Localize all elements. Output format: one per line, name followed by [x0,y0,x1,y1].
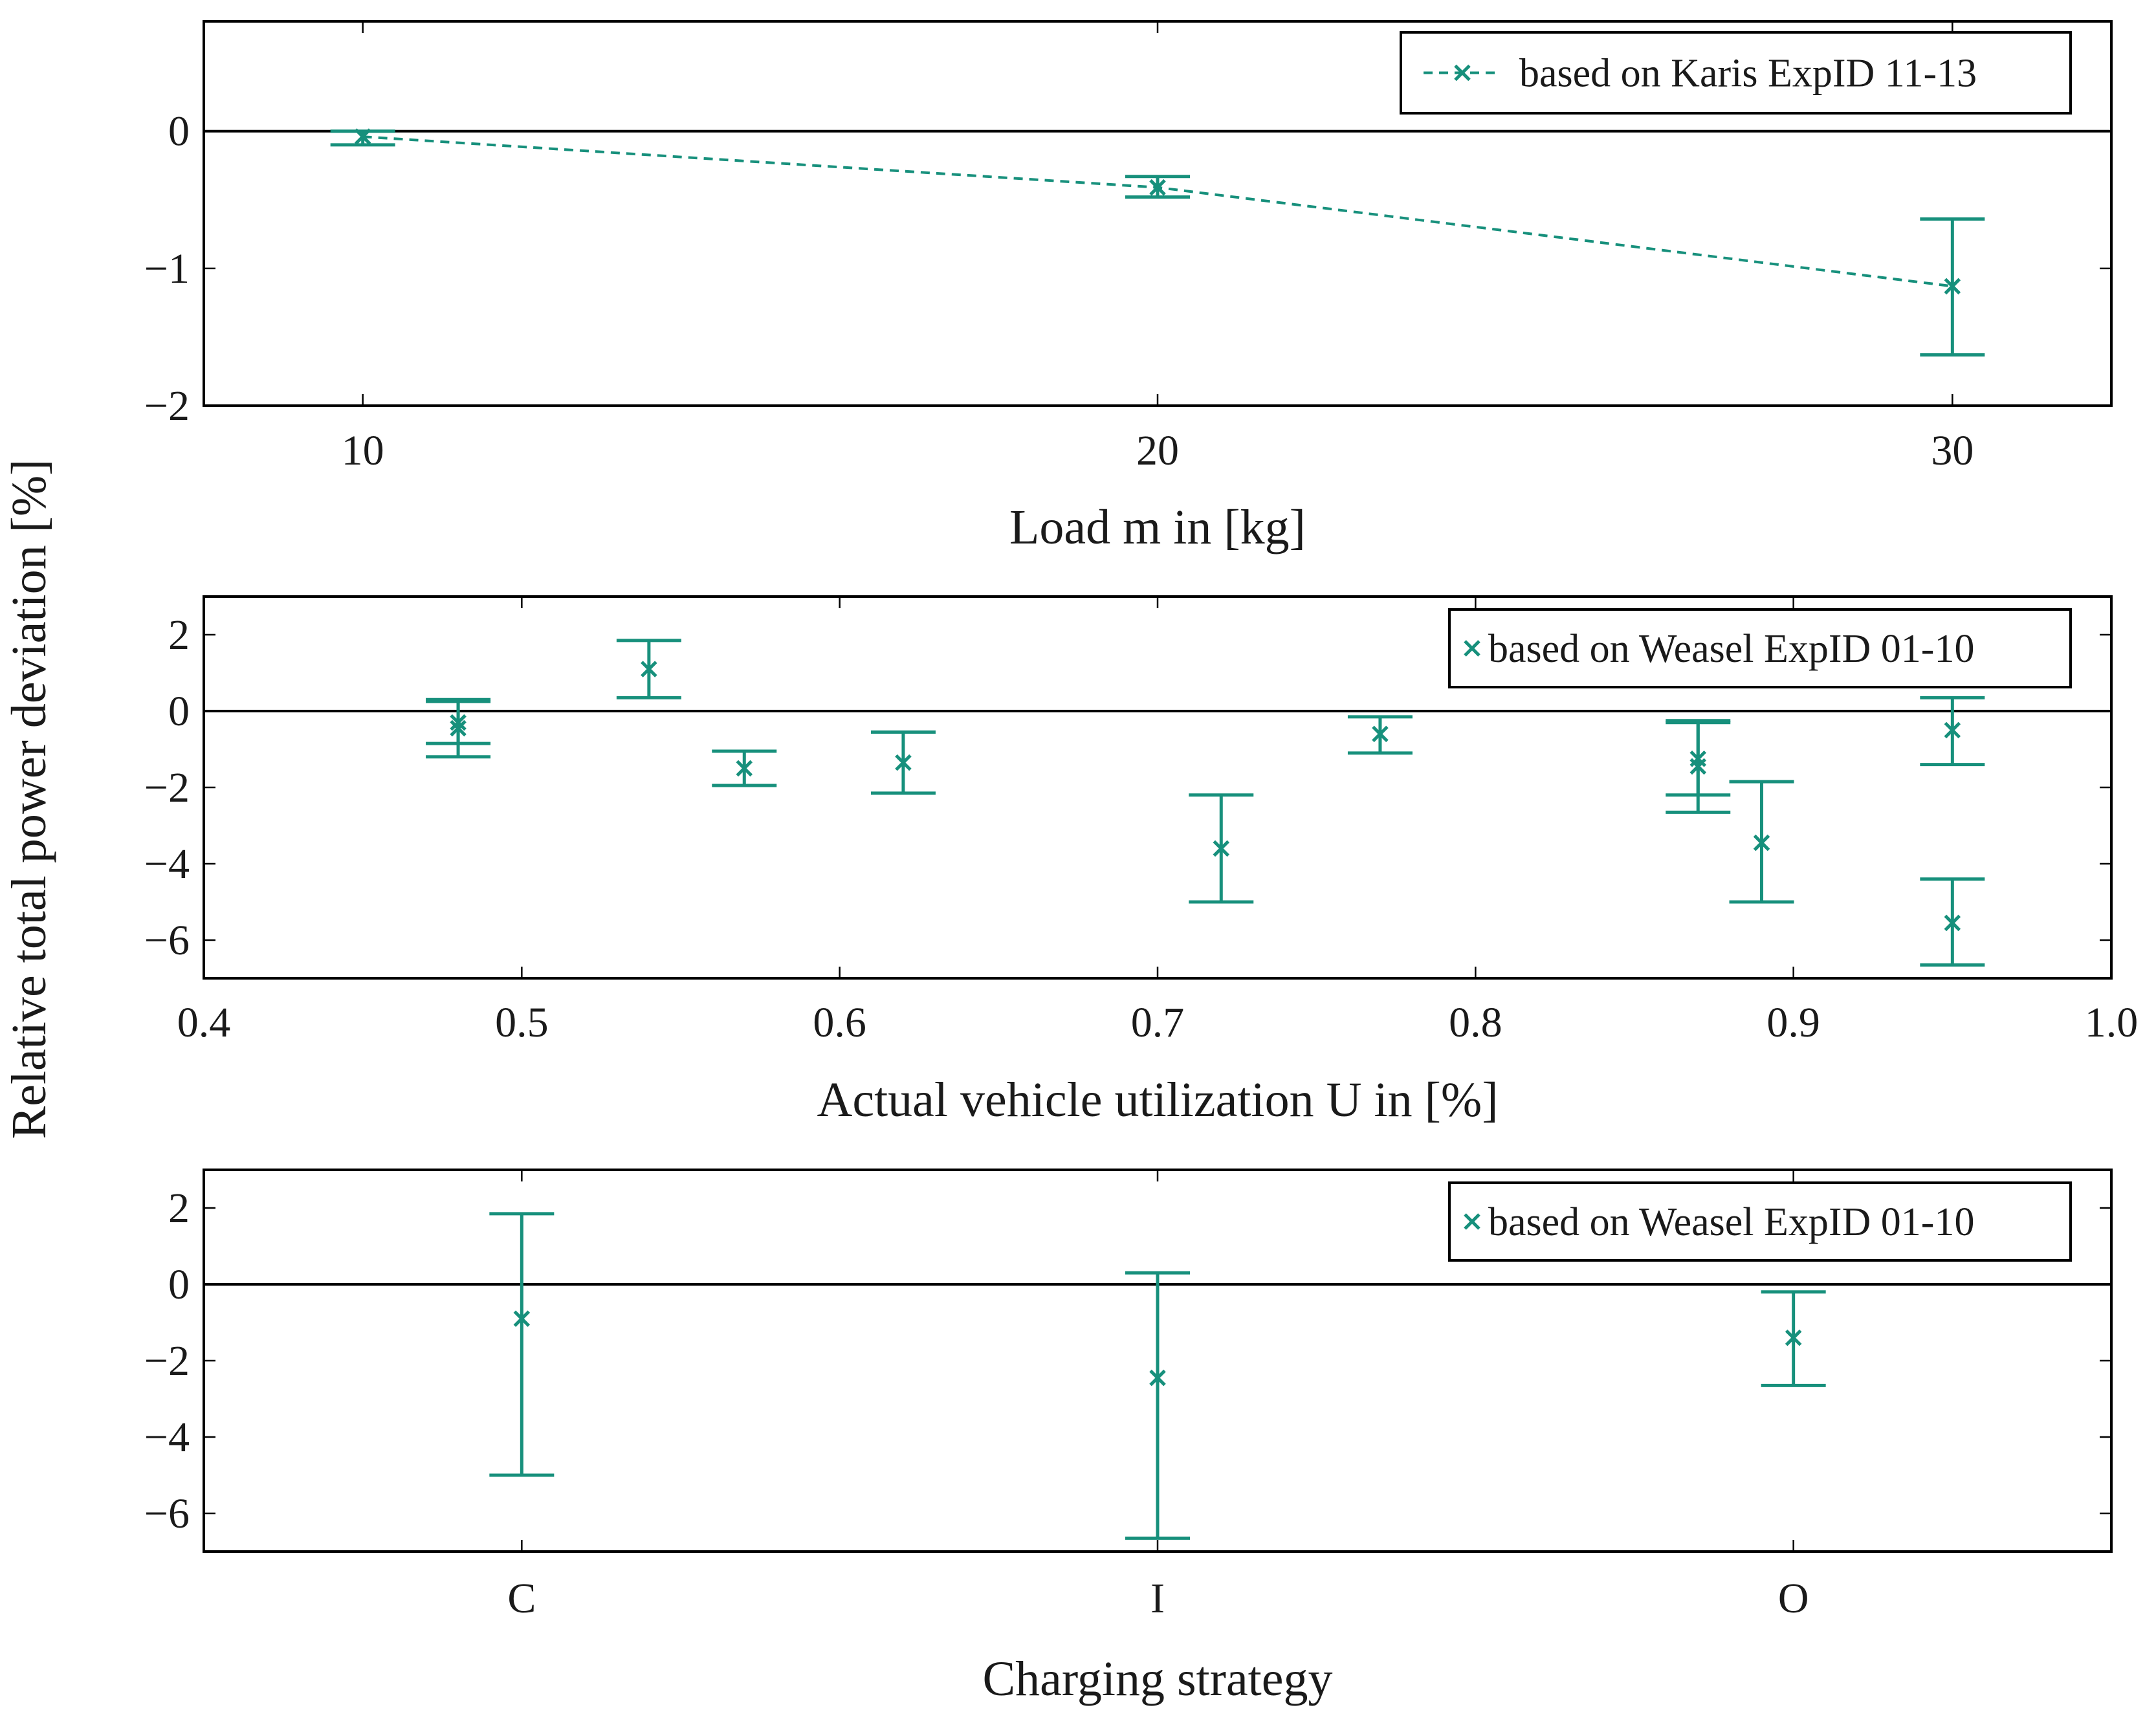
x-tick-label: 0.6 [813,999,866,1046]
legend-marker [1454,64,1471,82]
data-point-marker [641,661,657,677]
data-point-marker [450,719,467,737]
x-axis-label: Charging strategy [982,1652,1332,1706]
legend-label: based on Weasel ExpID 01-10 [1488,627,1974,671]
data-point-marker [736,760,753,777]
y-tick-label: 0 [168,108,190,155]
y-tick-label: −4 [144,840,190,888]
y-tick-label: −1 [144,245,190,292]
x-tick-label: C [507,1575,536,1622]
y-tick-label: 0 [168,688,190,735]
legend-label: based on Weasel ExpID 01-10 [1488,1200,1974,1244]
x-axis-label: Load m in [kg] [1009,500,1306,554]
series-line [362,135,1953,288]
x-tick-label: 0.5 [495,999,549,1046]
x-tick-label: 20 [1136,427,1179,474]
x-tick-label: 0.7 [1131,999,1185,1046]
y-tick-label: −2 [144,764,190,811]
shared-y-axis-label: Relative total power deviation [%] [2,459,56,1139]
chart-panel-2: 2 0 −2 −4 −6 0.4 0.5 0.6 0.7 0.8 0.9 1.0 Actual vehi… [144,595,2139,1127]
legend-marker [1464,640,1480,657]
x-tick-label: 0.4 [177,999,231,1046]
data-point-marker [895,754,912,771]
y-tick-label: −4 [144,1414,190,1461]
legend-marker [1464,1213,1480,1230]
y-tick-label: −6 [144,917,190,964]
x-tick-label: 0.9 [1766,999,1820,1046]
y-tick-label: 0 [168,1261,190,1308]
data-point-marker [1213,840,1230,857]
chart-panel-3: 2 0 −2 −4 −6 C I O Charging strategy based on Wea… [144,1169,2113,1706]
data-point-marker [1785,1329,1802,1346]
y-tick-label: −2 [144,1337,190,1385]
x-tick-label: 0.8 [1449,999,1502,1046]
x-tick-label: O [1778,1575,1809,1622]
y-tick-label: −2 [144,382,190,430]
x-tick-label: 30 [1931,427,1974,474]
legend-box [1448,1181,2072,1262]
data-point-marker [1149,179,1166,196]
data-point-marker [1149,1369,1166,1387]
data-point-marker [1944,914,1961,932]
data-point-marker [1944,721,1961,739]
data-point-marker [1944,278,1961,295]
data-point-marker [1753,834,1770,851]
x-axis-label: Actual vehicle utilization U in [%] [817,1073,1498,1127]
legend-label: based on Karis ExpID 11-13 [1519,52,1977,96]
legend-box [1400,31,2072,115]
x-tick-label: I [1150,1575,1165,1622]
x-tick-label: 10 [342,427,384,474]
x-tick-label: 1.0 [2085,999,2139,1046]
data-point-marker [513,1310,531,1327]
chart-panel-1: 0 −1 −2 10 20 30 Load m in [kg] based on Karis … [144,20,2113,554]
legend-box [1448,608,2072,688]
data-point-marker [1372,725,1389,743]
data-point-marker [354,128,371,145]
data-point-marker [1689,758,1707,775]
y-tick-label: −6 [144,1490,190,1537]
y-tick-label: 2 [168,611,190,659]
y-tick-label: 2 [168,1185,190,1232]
